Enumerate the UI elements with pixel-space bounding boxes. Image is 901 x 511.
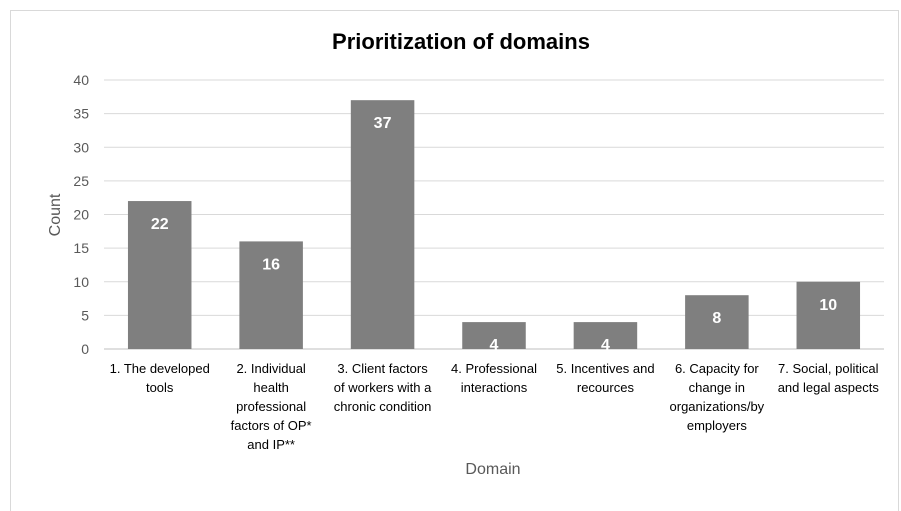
bar (796, 281, 861, 349)
x-category-label: 1. The developed tools (110, 361, 210, 395)
grid-lines (104, 79, 884, 350)
y-tick-label: 35 (73, 106, 89, 122)
y-tick-label: 15 (73, 240, 89, 256)
y-tick-label: 5 (81, 307, 89, 323)
data-label: 16 (262, 256, 280, 273)
x-category-label: 6. Capacity for change in organizations/by… (670, 361, 765, 433)
x-category-label: 3. Client factors of workers with a chroni… (334, 361, 432, 414)
data-label: 4 (601, 337, 610, 354)
y-tick-label: 20 (73, 207, 89, 223)
x-category-label: 2. Individual health professional factors o… (231, 361, 312, 452)
y-axis-ticks: 0 5 10 15 20 25 30 35 40 (73, 72, 89, 357)
data-label: 37 (374, 115, 392, 132)
x-category-label: 5. Incentives and recources (556, 361, 654, 395)
data-label: 8 (712, 310, 721, 327)
y-tick-label: 25 (73, 173, 89, 189)
y-tick-label: 40 (73, 72, 89, 88)
bar (350, 100, 415, 349)
y-axis-label: Count (47, 193, 64, 236)
data-label: 4 (490, 337, 499, 354)
bar (573, 322, 638, 349)
y-tick-label: 10 (73, 274, 89, 290)
y-tick-label: 0 (81, 341, 89, 357)
x-axis-categories: 1. The developed tools 2. Individual health… (110, 361, 880, 452)
data-label: 22 (151, 216, 169, 233)
bar (462, 322, 526, 349)
bar (239, 241, 303, 349)
data-labels: 22 16 37 4 4 8 10 (151, 115, 837, 354)
data-label: 10 (819, 297, 837, 314)
bar (685, 295, 749, 349)
chart-title: Prioritization of domains (332, 29, 590, 54)
y-tick-label: 30 (73, 139, 89, 155)
x-category-label: 7. Social, political and legal aspects (778, 361, 880, 395)
bar (127, 201, 192, 349)
x-axis-label: Domain (465, 461, 520, 478)
bars (127, 100, 861, 349)
x-category-label: 4. Professional interactions (451, 361, 537, 395)
